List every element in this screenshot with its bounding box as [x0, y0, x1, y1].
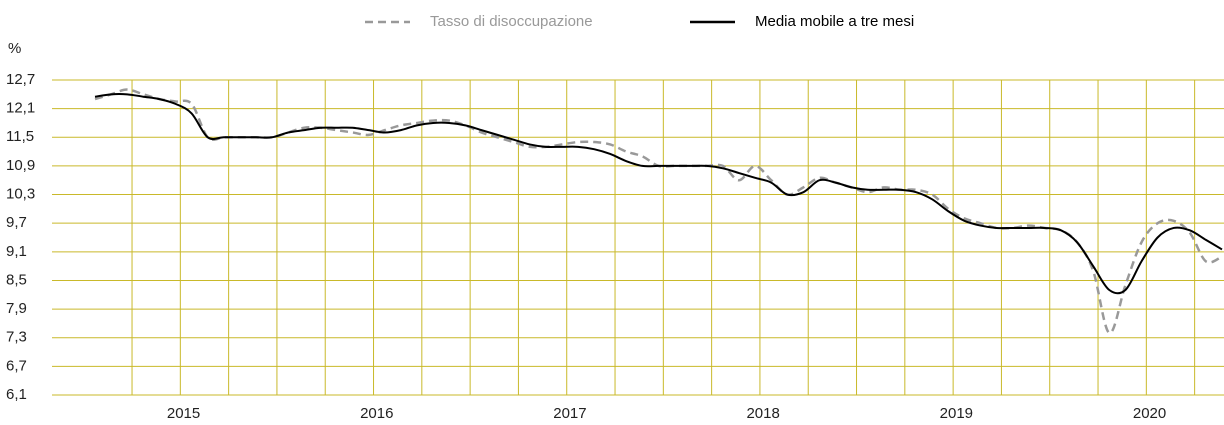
x-tick-label: 2015 [167, 405, 200, 422]
x-tick-label: 2019 [940, 405, 973, 422]
line-series [94, 93, 1223, 295]
y-tick-label: 6,7 [6, 357, 27, 374]
y-tick-label: 12,7 [6, 71, 35, 88]
y-tick-label: 8,5 [6, 271, 27, 288]
y-tick-label: 7,9 [6, 300, 27, 317]
y-tick-label: 11,5 [6, 128, 34, 145]
y-tick-label: 7,3 [6, 329, 27, 346]
y-tick-label: 12,1 [6, 100, 35, 117]
legend-label: Media mobile a tre mesi [755, 13, 914, 30]
x-tick-label: 2018 [746, 405, 779, 422]
y-tick-label: 9,7 [6, 214, 27, 231]
y-axis-label: % [8, 40, 21, 57]
y-tick-label: 10,9 [6, 157, 35, 174]
y-tick-label: 6,1 [6, 386, 27, 403]
line-series [94, 88, 1223, 335]
x-tick-label: 2016 [360, 405, 393, 422]
x-tick-label: 2017 [553, 405, 586, 422]
legend-label: Tasso di disoccupazione [430, 13, 593, 30]
x-tick-label: 2020 [1133, 405, 1166, 422]
y-tick-label: 9,1 [6, 243, 27, 260]
y-tick-label: 10,3 [6, 186, 35, 203]
